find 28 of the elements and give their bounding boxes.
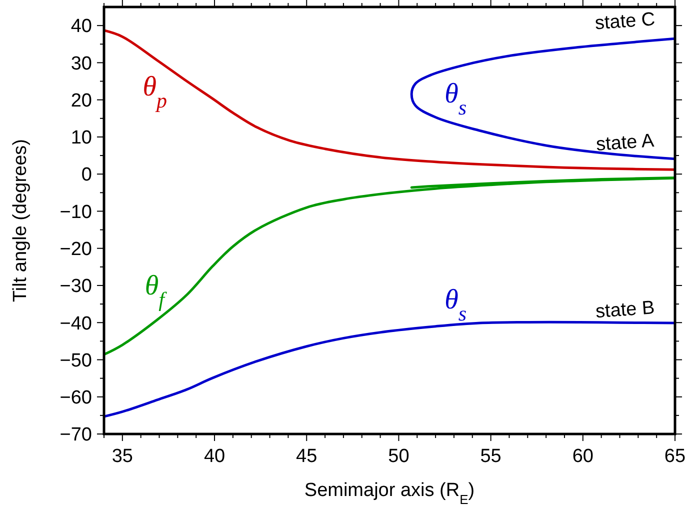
y-tick-label: 10 bbox=[70, 128, 92, 149]
y-tick-label: −30 bbox=[60, 276, 92, 298]
x-tick-label: 50 bbox=[388, 446, 410, 467]
x-tick-label: 65 bbox=[664, 446, 686, 467]
series-label: θ$_{s}$ bbox=[444, 78, 467, 120]
y-tick-label: −40 bbox=[60, 313, 92, 334]
y-tick-label: −20 bbox=[60, 239, 92, 260]
annotation: state A bbox=[595, 130, 656, 156]
y-tick-label: 40 bbox=[70, 16, 92, 38]
x-tick-label: 40 bbox=[204, 446, 226, 467]
y-tick-label: −70 bbox=[60, 424, 92, 446]
x-tick-label: 55 bbox=[480, 446, 502, 467]
y-tick-label: −10 bbox=[60, 202, 92, 223]
annotation: state B bbox=[594, 298, 656, 323]
series-label: θ$_{p}$ bbox=[142, 72, 168, 113]
series-label: θ$_{s}$ bbox=[444, 284, 467, 326]
x-tick-label: 45 bbox=[296, 446, 318, 467]
annotation: state C bbox=[594, 9, 656, 34]
y-tick-label: 0 bbox=[81, 164, 92, 186]
x-tick-label: 35 bbox=[112, 446, 133, 467]
series-label: θ$_{f}$ bbox=[144, 270, 168, 312]
y-tick-label: 30 bbox=[70, 53, 92, 74]
x-tick-label: 60 bbox=[572, 446, 594, 467]
y-axis-title: Tilt angle (degrees) bbox=[10, 139, 31, 302]
y-tick-label: −60 bbox=[60, 388, 92, 409]
y-tick-label: −50 bbox=[60, 350, 92, 372]
y-tick-label: 20 bbox=[70, 90, 92, 112]
x-axis-title: Semimajor axis (R$_{E}$) bbox=[304, 480, 475, 506]
